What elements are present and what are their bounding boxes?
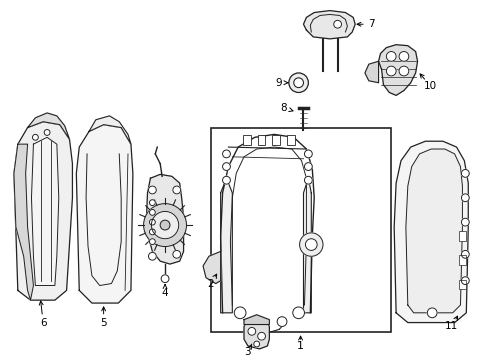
Polygon shape bbox=[14, 144, 33, 300]
Circle shape bbox=[304, 163, 312, 171]
Polygon shape bbox=[14, 122, 73, 300]
Text: 9: 9 bbox=[276, 78, 282, 88]
Circle shape bbox=[462, 277, 469, 284]
Polygon shape bbox=[379, 45, 417, 95]
Text: 10: 10 bbox=[424, 81, 437, 91]
Bar bbox=[243, 135, 251, 145]
Polygon shape bbox=[394, 141, 468, 323]
Text: 5: 5 bbox=[100, 318, 107, 328]
Circle shape bbox=[334, 20, 342, 28]
Circle shape bbox=[387, 51, 396, 61]
Circle shape bbox=[387, 66, 396, 76]
Polygon shape bbox=[244, 315, 270, 324]
Text: 11: 11 bbox=[445, 321, 458, 332]
Circle shape bbox=[304, 176, 312, 184]
Circle shape bbox=[161, 275, 169, 283]
Text: 2: 2 bbox=[208, 279, 214, 289]
Polygon shape bbox=[244, 320, 270, 349]
Circle shape bbox=[149, 200, 155, 206]
Circle shape bbox=[151, 211, 179, 239]
Circle shape bbox=[254, 341, 260, 347]
Circle shape bbox=[294, 78, 303, 87]
Circle shape bbox=[144, 204, 187, 247]
Bar bbox=[459, 280, 466, 289]
Circle shape bbox=[173, 186, 181, 194]
Circle shape bbox=[462, 170, 469, 177]
Polygon shape bbox=[303, 178, 311, 313]
Bar bbox=[287, 135, 294, 145]
Text: 7: 7 bbox=[368, 19, 375, 29]
Circle shape bbox=[304, 150, 312, 158]
Text: 3: 3 bbox=[245, 347, 251, 357]
Polygon shape bbox=[203, 251, 220, 284]
Circle shape bbox=[399, 51, 409, 61]
Bar bbox=[459, 255, 466, 265]
Polygon shape bbox=[303, 10, 355, 39]
Circle shape bbox=[149, 210, 155, 215]
Circle shape bbox=[222, 176, 230, 184]
Polygon shape bbox=[76, 125, 133, 303]
Polygon shape bbox=[365, 61, 379, 83]
Circle shape bbox=[277, 317, 287, 327]
Circle shape bbox=[149, 219, 155, 225]
Circle shape bbox=[173, 251, 181, 258]
Circle shape bbox=[293, 307, 304, 319]
Circle shape bbox=[289, 73, 308, 93]
Circle shape bbox=[160, 220, 170, 230]
Circle shape bbox=[149, 239, 155, 244]
Polygon shape bbox=[27, 113, 70, 139]
Circle shape bbox=[222, 150, 230, 158]
Circle shape bbox=[234, 307, 246, 319]
Polygon shape bbox=[220, 178, 232, 313]
Circle shape bbox=[305, 239, 317, 251]
Text: 1: 1 bbox=[297, 341, 304, 351]
Circle shape bbox=[149, 229, 155, 235]
Text: 4: 4 bbox=[162, 288, 169, 298]
Bar bbox=[272, 135, 280, 145]
Circle shape bbox=[248, 328, 256, 335]
Circle shape bbox=[462, 251, 469, 258]
Text: 8: 8 bbox=[281, 103, 287, 113]
Polygon shape bbox=[31, 137, 59, 285]
Circle shape bbox=[222, 163, 230, 171]
Bar bbox=[211, 127, 391, 332]
Circle shape bbox=[462, 194, 469, 202]
Bar bbox=[459, 231, 466, 241]
Circle shape bbox=[148, 186, 156, 194]
Bar bbox=[258, 135, 266, 145]
Polygon shape bbox=[147, 174, 184, 264]
Text: 6: 6 bbox=[40, 318, 47, 328]
Circle shape bbox=[148, 252, 156, 260]
Circle shape bbox=[299, 233, 323, 256]
Circle shape bbox=[44, 130, 50, 135]
Polygon shape bbox=[89, 116, 131, 144]
Circle shape bbox=[258, 332, 266, 340]
Circle shape bbox=[32, 134, 38, 140]
Polygon shape bbox=[406, 149, 463, 313]
Circle shape bbox=[399, 66, 409, 76]
Circle shape bbox=[427, 308, 437, 318]
Circle shape bbox=[462, 218, 469, 226]
